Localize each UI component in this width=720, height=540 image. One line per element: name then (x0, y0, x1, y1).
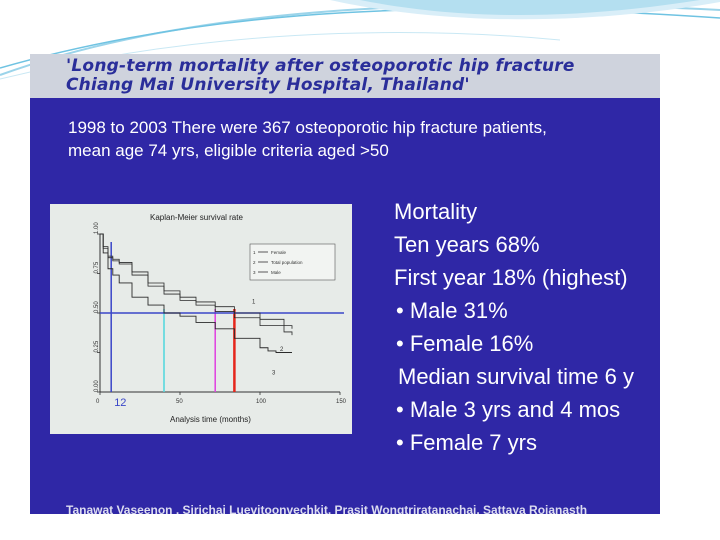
intro-line1: 1998 to 2003 There were 367 osteoporotic… (68, 118, 547, 137)
curve-label-1: 1 (252, 300, 256, 306)
x-tick-label: 150 (336, 399, 347, 405)
x-tick-label: 0 (96, 399, 100, 405)
mortality-line-6: Median survival time 6 y (398, 364, 634, 389)
x-tick-label: 100 (256, 399, 267, 405)
x-axis-label: Analysis time (months) (170, 415, 251, 424)
mortality-line-8: • Female 7 yrs (396, 430, 537, 455)
title-band: 'Long-term mortality after osteoporotic … (30, 54, 660, 98)
mortality-line-2: Ten years 68% (394, 232, 540, 257)
km-curve-male (100, 233, 292, 353)
x-tick-label: 50 (176, 399, 183, 405)
legend-entry-2: Total population (271, 260, 303, 265)
mortality-line-3: First year 18% (highest) (394, 265, 628, 290)
highlight-tick-label: 12 (114, 397, 126, 409)
authors-footer: Tanawat Vaseenon , Sirichai Luevitoonvec… (66, 503, 588, 514)
y-tick-label: 0.50 (94, 301, 100, 313)
slide-title-line2: Chiang Mai University Hospital, Thailand… (66, 75, 470, 95)
km-chart-svg: Kaplan-Meier survival rate 0.00 0.25 0.50 0.… (94, 213, 347, 424)
curve-label-3: 3 (272, 371, 276, 377)
mortality-line-7: • Male 3 yrs and 4 mos (396, 397, 621, 422)
slide-photo: 'Long-term mortality after osteoporotic … (30, 54, 660, 514)
mortality-line-5: • Female 16% (396, 331, 534, 356)
slide-title-line1: 'Long-term mortality after osteoporotic … (66, 56, 575, 76)
y-tick-label: 0.00 (94, 380, 100, 392)
legend-entry-3: Male (271, 270, 281, 275)
legend-entry-1: Female (271, 250, 287, 255)
curve-label-2: 2 (280, 347, 284, 353)
y-tick-label: 0.25 (94, 340, 100, 352)
legend-number-3: 3 (253, 270, 256, 275)
legend-number-2: 2 (253, 260, 256, 265)
y-tick-label: 1.00 (94, 222, 100, 234)
chart-title: Kaplan-Meier survival rate (150, 213, 243, 222)
km-curve-total-population (100, 233, 293, 336)
mortality-line-4: • Male 31% (396, 298, 508, 323)
mortality-line-1: Mortality (394, 199, 478, 224)
y-tick-label: 0.75 (94, 261, 100, 273)
km-chart: Kaplan-Meier survival rate 0.00 0.25 0.50 0.… (50, 204, 352, 434)
intro-line2: mean age 74 yrs, eligible criteria aged … (68, 141, 389, 160)
legend-number-1: 1 (253, 250, 256, 255)
